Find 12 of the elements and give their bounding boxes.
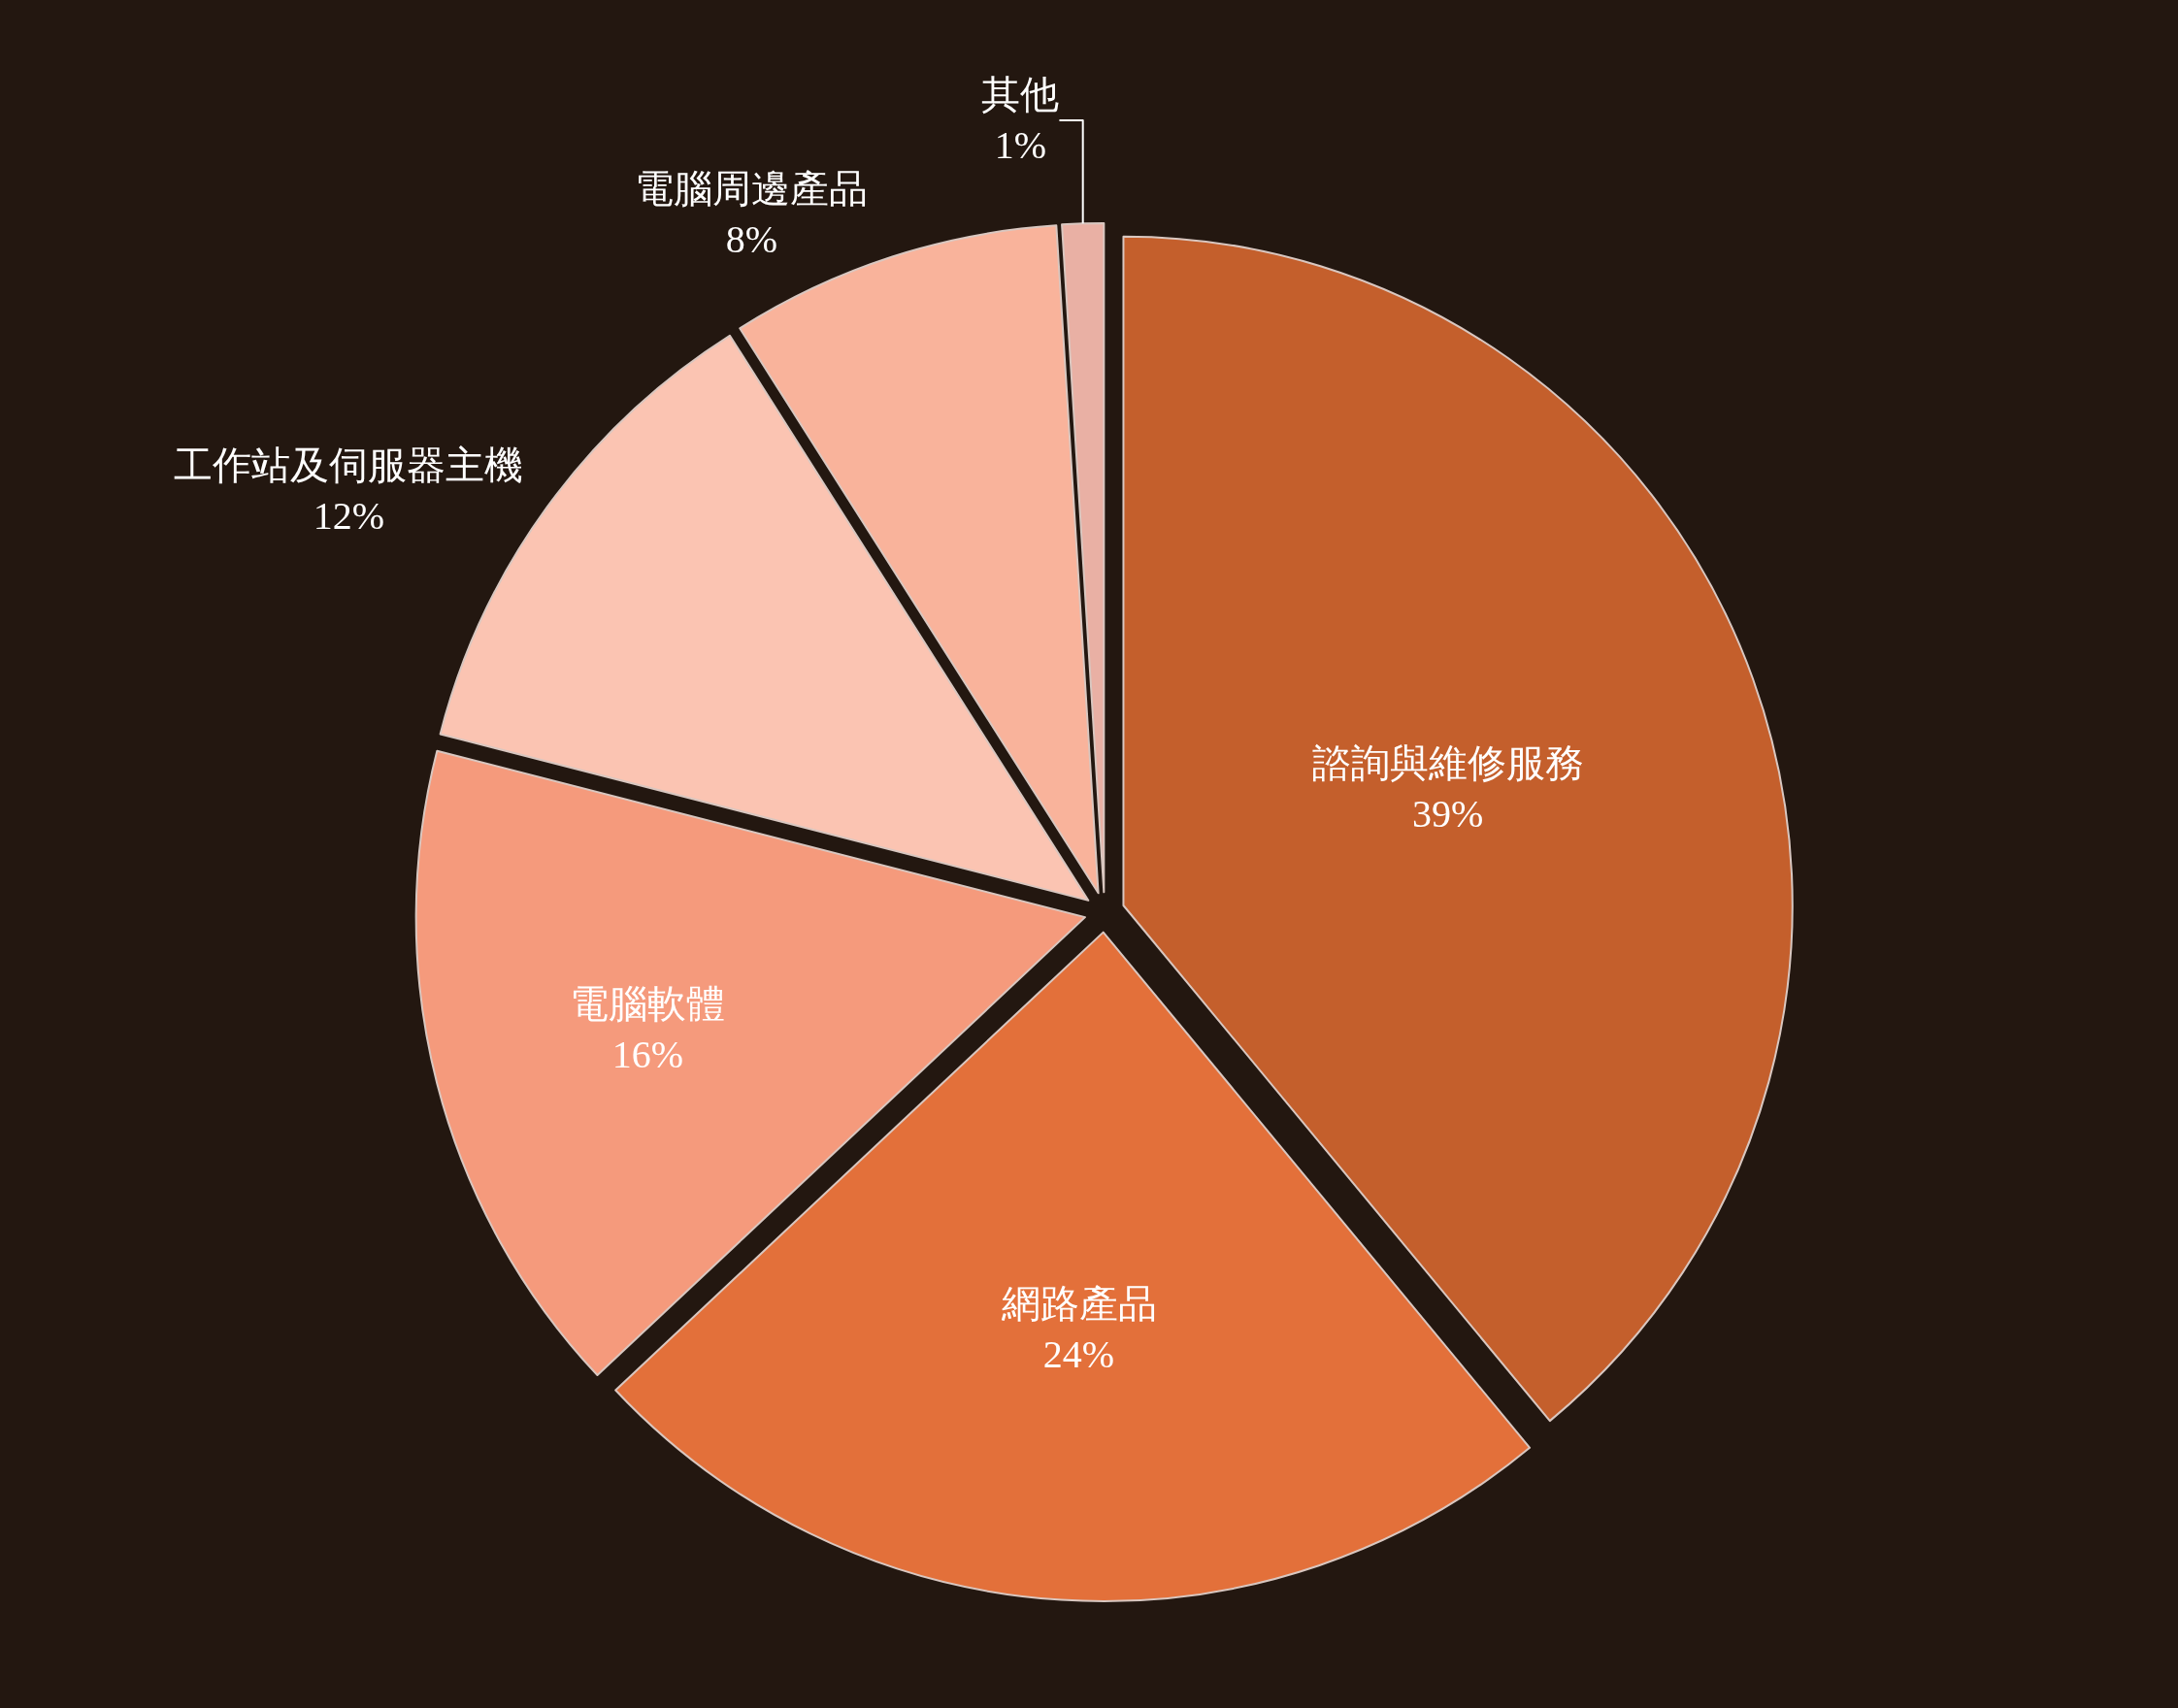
data-label: 39% [1411, 792, 1484, 837]
data-label: 24% [1042, 1331, 1115, 1376]
data-label: 8% [725, 217, 778, 262]
slice-label: 電腦軟體 [570, 982, 726, 1027]
data-label: 16% [611, 1033, 684, 1077]
data-label: 1% [994, 123, 1047, 168]
slice-label: 網路產品 [1000, 1281, 1157, 1326]
slice-label: 其他 [981, 73, 1060, 117]
slice-label: 諮詢與維修服務 [1311, 741, 1584, 786]
slice-label: 電腦周邊產品 [635, 167, 869, 212]
data-label: 12% [313, 494, 385, 539]
slice-label: 工作站及伺服器主機 [174, 443, 524, 488]
